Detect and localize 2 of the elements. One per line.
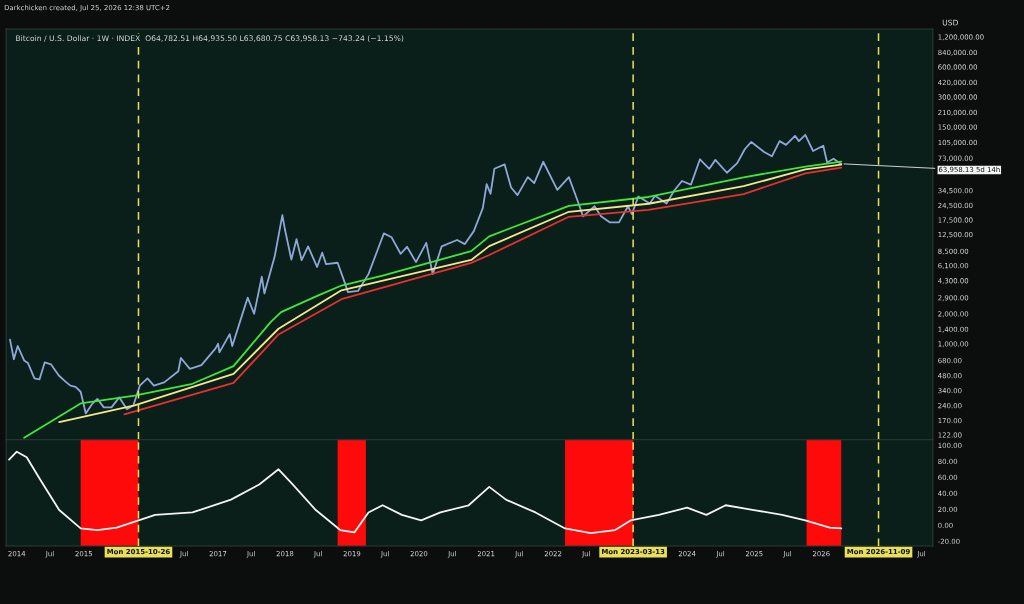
line-series — [8, 450, 843, 535]
line-series — [9, 133, 843, 415]
